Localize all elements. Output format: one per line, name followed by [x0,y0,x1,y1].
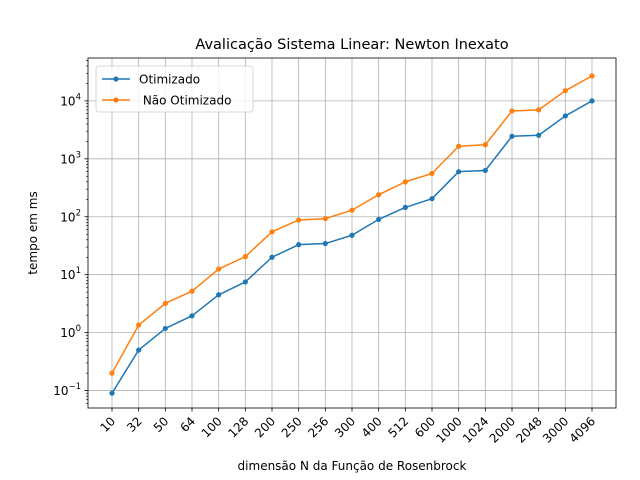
data-point [589,73,595,79]
data-point [482,142,488,148]
legend: Otimizado Não Otimizado [95,65,254,113]
y-tick-label: 104 [60,92,81,108]
data-point [376,192,382,198]
data-point [162,300,168,306]
data-point [429,170,435,177]
data-point [189,313,195,319]
data-point [509,133,515,139]
data-point [162,325,168,332]
data-point [269,254,275,260]
data-point [562,88,568,94]
data-point [136,347,142,353]
data-point [589,98,595,104]
data-point [296,217,302,223]
legend-marker-1 [113,97,119,103]
y-tick-label: 10−1 [53,382,81,398]
data-point [242,279,248,285]
data-point [536,132,542,138]
data-point [296,242,302,248]
series-1 [109,73,595,376]
y-tick-label: 103 [60,150,81,166]
data-point [376,216,382,223]
legend-frame [95,65,254,113]
data-point [562,113,568,119]
data-point [269,229,275,235]
x-axis-label: dimensão N da Função de Rosenbrock [238,459,467,473]
legend-label-0: Otimizado [139,73,200,87]
data-point [189,288,195,294]
legend-marker-0 [113,76,119,82]
y-axis-label: tempo em ms [26,191,40,274]
data-point [509,108,515,114]
data-point [482,167,488,174]
y-tick-label: 101 [60,266,81,282]
series-0 [109,98,595,396]
data-point [456,169,462,175]
y-tick-label: 102 [60,208,81,224]
data-point [136,322,142,328]
data-point [322,215,328,222]
data-point [536,107,542,113]
data-point [349,207,355,213]
data-point [216,266,222,272]
data-point [322,240,328,247]
data-point [402,179,408,185]
data-point [242,254,248,260]
data-point [456,143,462,149]
data-point [349,232,355,238]
data-point [402,204,408,211]
data-point [216,292,222,298]
data-point [109,370,115,376]
y-tick-label: 100 [60,324,81,340]
legend-label-1: Não Otimizado [139,94,231,108]
data-point [429,196,435,202]
chart-title: Avalicação Sistema Linear: Newton Inexat… [195,37,508,53]
data-point [109,390,115,396]
series-layer [109,73,595,396]
